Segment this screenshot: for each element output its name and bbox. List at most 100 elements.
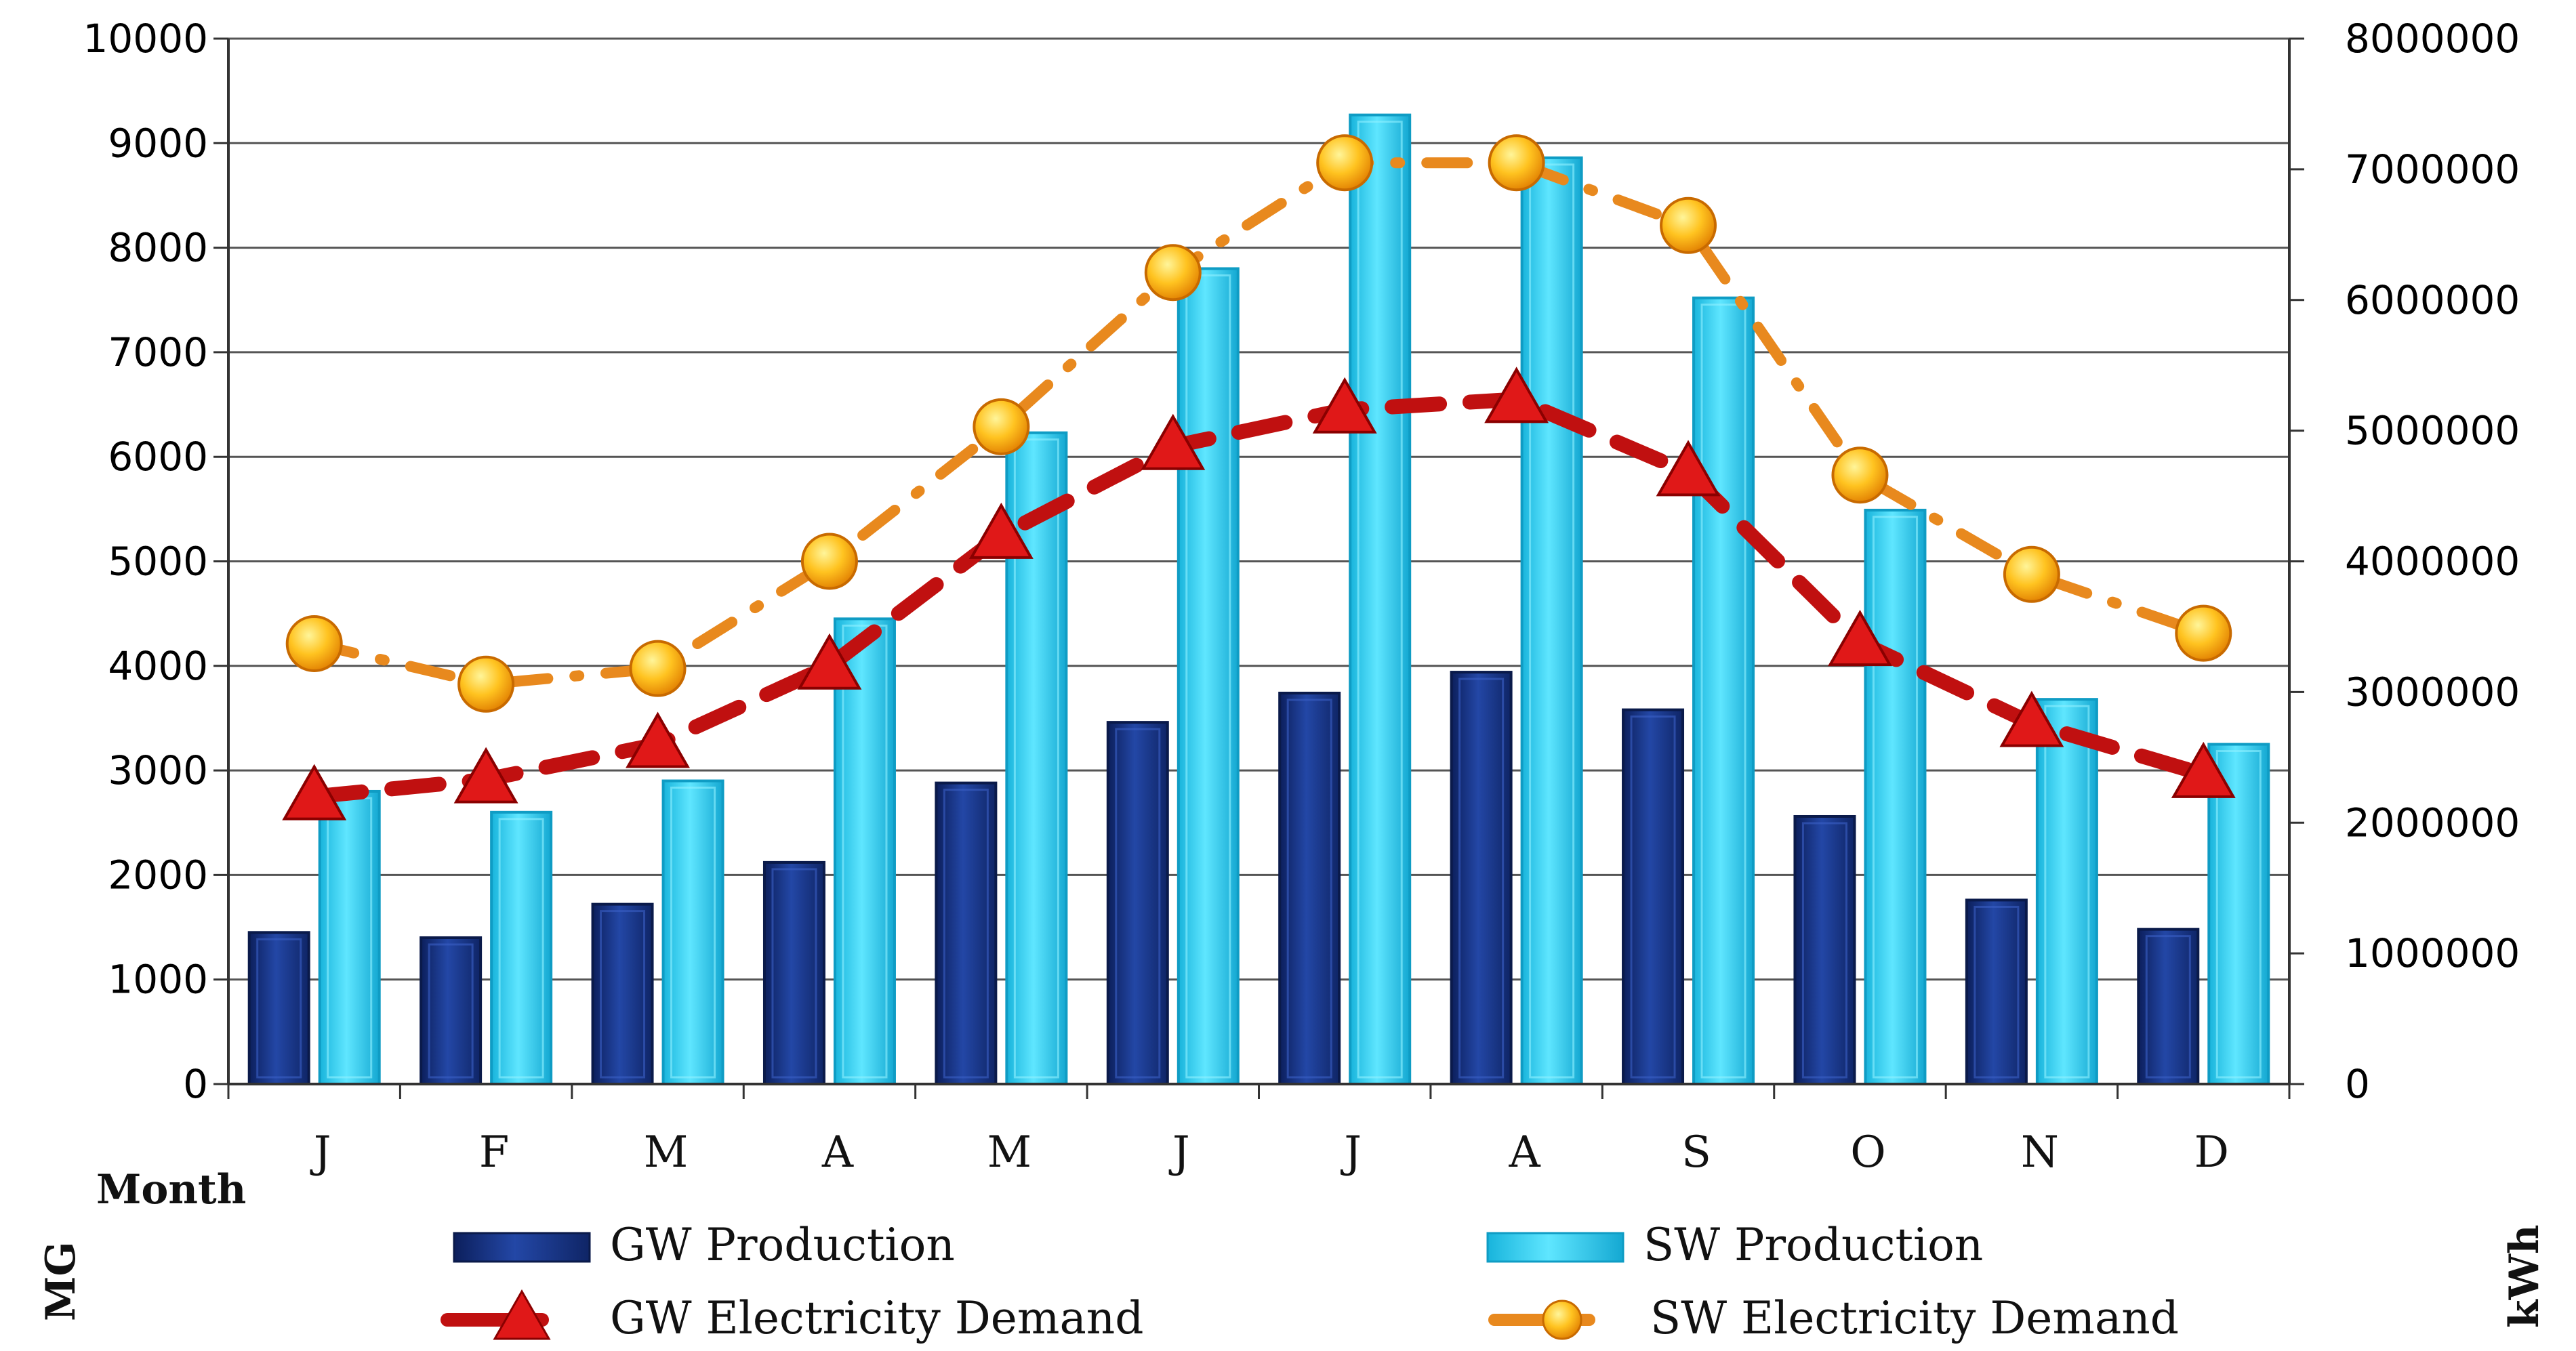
- axes: 0 1000 2000 3000 4000 5000 6000 7000 8000 9000 100…: [83, 16, 2520, 1178]
- marker-gw-demand: [1484, 367, 1549, 423]
- marker-sw-demand: [285, 615, 343, 673]
- bar-bevel: [842, 624, 888, 1079]
- line-gw-electricity-demand: [306, 392, 2211, 804]
- legend-swatch: [453, 1232, 591, 1263]
- bar-bevel: [670, 787, 716, 1079]
- marker-sw-demand: [1488, 134, 1545, 192]
- y-tick-label-right: 8000000: [2345, 16, 2520, 62]
- bar-gw-production: [935, 781, 998, 1085]
- y-axis-label-left: MG: [37, 1241, 85, 1321]
- marker-sw-demand: [629, 640, 687, 697]
- marker-sw-demand: [1831, 446, 1889, 504]
- marker-gw-demand: [1312, 377, 1377, 434]
- y-tick-label-right: 5000000: [2345, 408, 2520, 454]
- x-tick-label: N: [2021, 1127, 2059, 1178]
- y-tick-label-left: 10000: [83, 16, 208, 62]
- bar-sw-production: [490, 810, 553, 1085]
- bars: [247, 113, 2270, 1086]
- bar-bevel: [2145, 935, 2191, 1079]
- bar-bevel: [1974, 905, 2020, 1079]
- x-tick-label: A: [1509, 1127, 1541, 1178]
- marker-gw-demand: [2171, 741, 2236, 798]
- y-tick-label-right: 7000000: [2345, 146, 2520, 192]
- bar-bevel: [256, 938, 302, 1079]
- bar-bevel: [428, 943, 474, 1079]
- bar-sw-production: [833, 617, 896, 1085]
- bar-gw-production: [1965, 898, 2028, 1085]
- marker-gw-demand: [797, 633, 862, 690]
- marker-sw-demand: [800, 533, 858, 590]
- bar-bevel: [1872, 516, 1918, 1079]
- y-tick-label-left: 7000: [108, 329, 208, 375]
- y-tick-label-left: 4000: [108, 643, 208, 689]
- y-tick-label-left: 9000: [108, 120, 208, 166]
- bar-bevel: [1357, 121, 1403, 1079]
- bar-bevel: [1529, 163, 1575, 1079]
- x-tick-label: O: [1850, 1127, 1885, 1178]
- y-tick-label-right: 4000000: [2345, 539, 2520, 585]
- x-tick-label: J: [1168, 1127, 1190, 1178]
- marker-sw-demand: [1144, 244, 1202, 302]
- x-tick-label: J: [1340, 1127, 1362, 1178]
- bar-bevel: [771, 868, 817, 1079]
- bar-bevel: [1286, 699, 1332, 1079]
- y-tick-label-left: 5000: [108, 539, 208, 585]
- bar-bevel: [1458, 678, 1505, 1079]
- marker-gw-demand: [282, 764, 347, 820]
- bar-bevel: [498, 818, 544, 1079]
- bar-sw-production: [1177, 267, 1240, 1086]
- marker-gw-demand: [968, 502, 1034, 559]
- y-tick-label-right: 3000000: [2345, 669, 2520, 715]
- legend-label: GW Electricity Demand: [610, 1292, 1144, 1344]
- bar-bevel: [1700, 304, 1746, 1079]
- y-tick-label-left: 3000: [108, 747, 208, 793]
- legend-label: SW Electricity Demand: [1650, 1292, 2179, 1344]
- bar-bevel: [2215, 750, 2262, 1079]
- bar-bevel: [1630, 715, 1676, 1079]
- legend: GW Production SW Production GW Electricity…: [441, 1219, 2179, 1344]
- y-tick-label-right: 0: [2345, 1061, 2370, 1107]
- x-tick-label: A: [821, 1127, 854, 1178]
- marker-gw-demand: [1141, 413, 1206, 470]
- axis-labels: Month MG kWh: [37, 1166, 2548, 1328]
- marker-gw-demand: [1828, 610, 1892, 667]
- legend-swatch-marker: [493, 1289, 551, 1340]
- marker-sw-demand: [2175, 604, 2232, 662]
- line-sw-electricity-demand: [308, 157, 2209, 690]
- marker-gw-demand: [1656, 440, 1721, 497]
- x-tick-label: D: [2194, 1127, 2229, 1178]
- bar-sw-production: [1520, 156, 1583, 1086]
- bar-bevel: [1185, 274, 1231, 1079]
- y-tick-label-left: 2000: [108, 852, 208, 898]
- legend-swatch: [1486, 1232, 1624, 1263]
- x-axis-label: Month: [96, 1166, 246, 1213]
- y-tick-label-left: 8000: [108, 225, 208, 271]
- y-tick-label-right: 6000000: [2345, 277, 2520, 323]
- y-tick-label-right: 2000000: [2345, 799, 2520, 846]
- bar-sw-production: [1692, 296, 1755, 1086]
- bar-bevel: [1013, 438, 1059, 1079]
- x-tick-label: M: [987, 1127, 1032, 1178]
- bar-sw-production: [318, 789, 381, 1085]
- y-tick-label-left: 0: [183, 1061, 208, 1107]
- bar-sw-production: [1349, 113, 1412, 1085]
- bar-gw-production: [591, 902, 654, 1085]
- bar-gw-production: [247, 931, 310, 1086]
- x-tick-label: M: [644, 1127, 689, 1178]
- marker-sw-demand: [1316, 134, 1374, 192]
- marker-sw-demand: [1660, 196, 1717, 254]
- bar-gw-production: [2137, 928, 2200, 1085]
- marker-sw-demand: [457, 655, 515, 713]
- marker-sw-demand: [973, 398, 1030, 455]
- bar-gw-production: [762, 860, 825, 1086]
- x-tick-label: S: [1681, 1127, 1711, 1178]
- bar-sw-production: [2207, 743, 2270, 1086]
- bar-gw-production: [1793, 814, 1856, 1085]
- bar-sw-production: [2035, 698, 2098, 1085]
- bar-gw-production: [1106, 721, 1169, 1085]
- bar-bevel: [943, 789, 989, 1079]
- legend-label: SW Production: [1643, 1219, 1983, 1271]
- y-tick-label-left: 1000: [108, 957, 208, 1003]
